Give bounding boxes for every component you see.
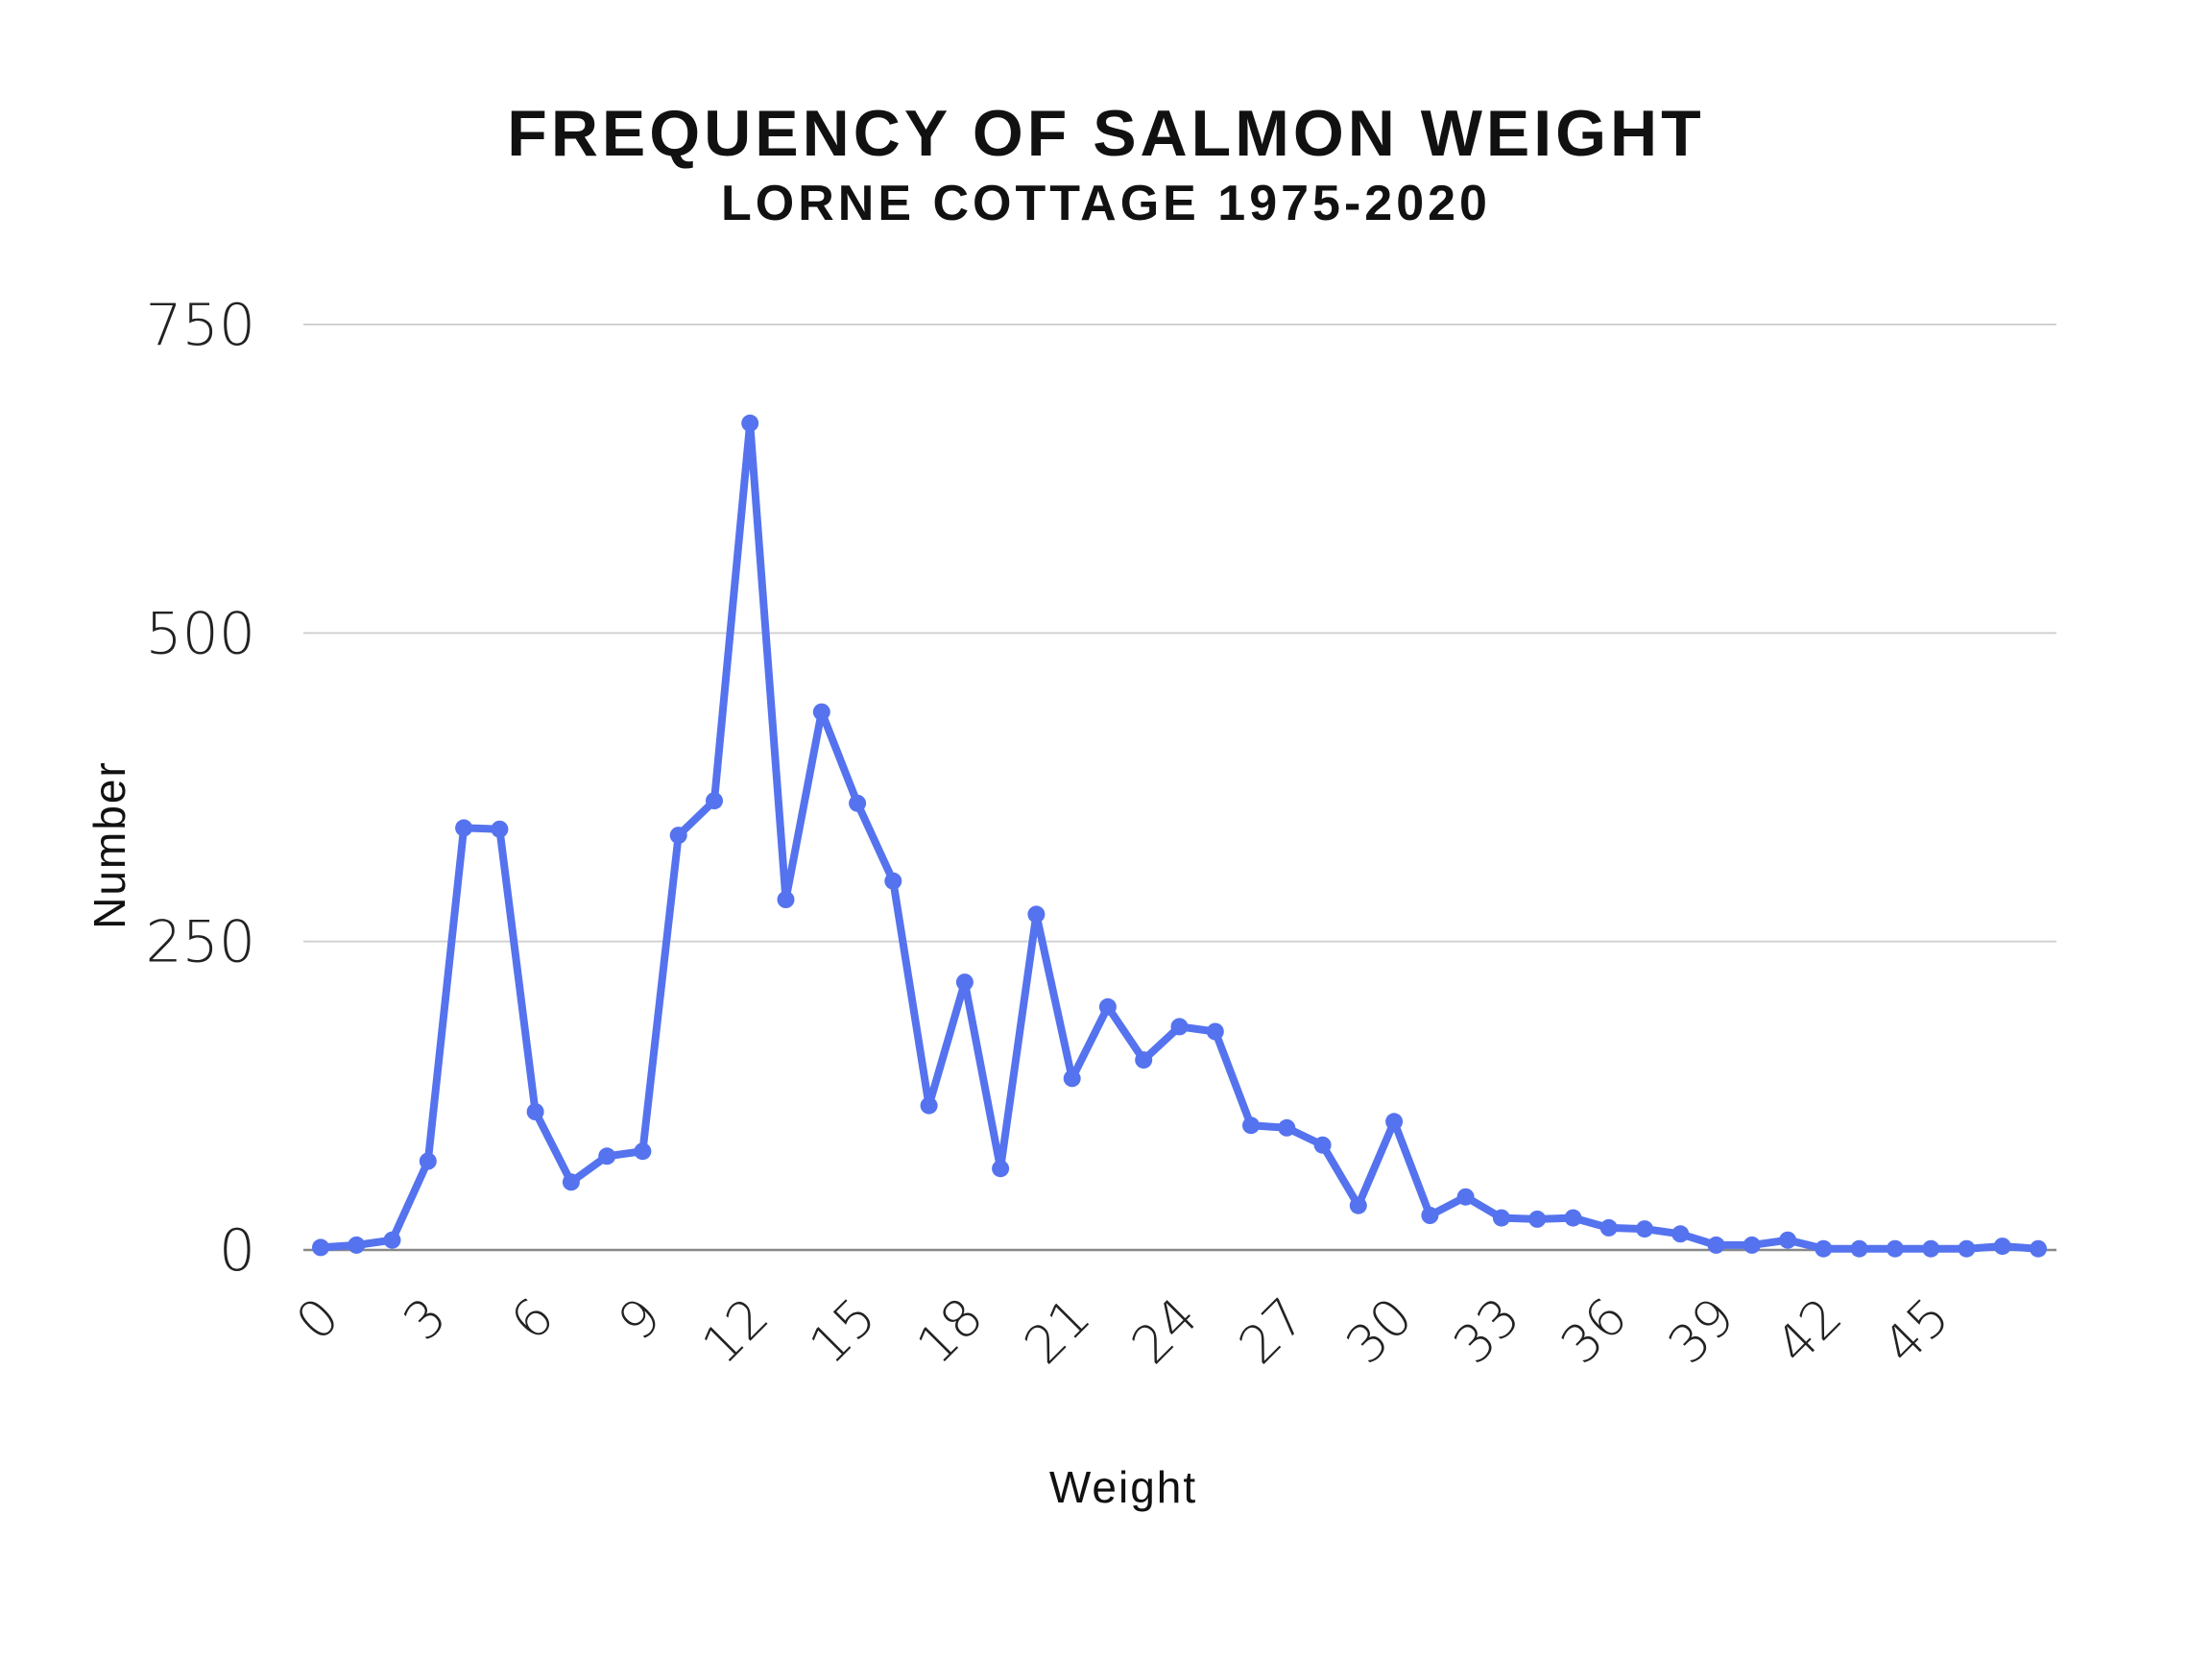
x-axis-ticks: 0 3 6 9 12 15 18 21 24 27 30 33 36 39 42 45 xyxy=(284,1286,1960,1376)
y-tick-label: 750 xyxy=(145,292,255,359)
data-point xyxy=(1098,997,1117,1016)
x-tick-label: 15 xyxy=(798,1286,887,1376)
data-point xyxy=(562,1173,580,1191)
y-axis-ticks: 0 250 500 750 xyxy=(145,292,255,1285)
data-point xyxy=(741,414,759,432)
data-point xyxy=(491,820,509,838)
data-point xyxy=(1313,1136,1332,1154)
data-point xyxy=(1922,1239,1940,1258)
data-point xyxy=(383,1231,401,1249)
data-point xyxy=(1815,1239,1833,1258)
chart-title: FREQUENCY OF SALMON WEIGHT xyxy=(507,97,1705,170)
data-point xyxy=(1886,1239,1904,1258)
data-point xyxy=(455,819,473,837)
x-tick-label: 6 xyxy=(499,1286,565,1353)
data-point xyxy=(598,1147,616,1165)
data-point xyxy=(634,1142,652,1161)
y-axis-label: Number xyxy=(84,760,134,929)
data-point xyxy=(1456,1188,1475,1206)
data-point xyxy=(1671,1225,1690,1243)
x-tick-label: 21 xyxy=(1013,1286,1102,1376)
y-tick-label: 500 xyxy=(145,600,255,667)
data-point xyxy=(1636,1220,1653,1238)
data-point xyxy=(1421,1207,1439,1224)
data-point xyxy=(1278,1118,1296,1137)
x-tick-label: 36 xyxy=(1550,1286,1639,1376)
x-axis-label: Weight xyxy=(1049,1462,1197,1512)
data-point xyxy=(777,891,795,908)
data-point xyxy=(920,1096,938,1115)
data-point xyxy=(1492,1209,1510,1227)
x-tick-label: 9 xyxy=(607,1286,673,1353)
data-point xyxy=(1170,1018,1189,1036)
gridlines xyxy=(303,324,2056,1252)
x-tick-label: 0 xyxy=(284,1286,350,1353)
y-tick-label: 250 xyxy=(145,909,255,976)
data-point xyxy=(1027,905,1046,924)
x-tick-label: 45 xyxy=(1871,1286,1960,1376)
data-point xyxy=(1599,1218,1618,1237)
data-point xyxy=(884,872,902,890)
data-point xyxy=(1135,1051,1153,1069)
data-point xyxy=(1564,1209,1582,1227)
data-point xyxy=(1385,1113,1404,1131)
data-point xyxy=(706,792,723,810)
data-point xyxy=(1743,1236,1761,1254)
data-point xyxy=(1958,1239,1976,1258)
data-points xyxy=(312,414,2047,1258)
data-point xyxy=(1779,1231,1797,1249)
data-point xyxy=(955,973,974,992)
data-point xyxy=(1707,1236,1725,1254)
data-point xyxy=(2030,1239,2047,1258)
x-tick-label: 30 xyxy=(1334,1286,1424,1376)
chart-subtitle: LORNE COTTAGE 1975-2020 xyxy=(721,176,1491,231)
series-line xyxy=(317,419,2042,1253)
data-point xyxy=(1206,1022,1224,1041)
x-tick-label: 18 xyxy=(905,1286,995,1376)
y-tick-label: 0 xyxy=(219,1217,255,1285)
x-tick-label: 39 xyxy=(1657,1286,1746,1376)
x-tick-label: 33 xyxy=(1442,1286,1531,1376)
data-point xyxy=(348,1236,366,1254)
data-point xyxy=(1528,1210,1547,1228)
data-point xyxy=(1850,1239,1868,1258)
x-tick-label: 24 xyxy=(1120,1286,1210,1376)
data-point xyxy=(312,1238,329,1257)
data-point xyxy=(526,1103,544,1120)
x-tick-label: 27 xyxy=(1227,1286,1316,1376)
data-point xyxy=(1063,1069,1081,1088)
data-point xyxy=(1349,1196,1367,1214)
x-tick-label: 3 xyxy=(392,1286,458,1353)
data-point xyxy=(1993,1237,2011,1256)
data-point xyxy=(669,827,687,845)
x-tick-label: 12 xyxy=(690,1286,780,1376)
data-point xyxy=(812,703,830,721)
x-tick-label: 42 xyxy=(1764,1286,1853,1376)
data-point xyxy=(992,1160,1010,1178)
data-point xyxy=(419,1152,437,1170)
data-point xyxy=(849,794,867,812)
data-point xyxy=(1242,1117,1260,1135)
